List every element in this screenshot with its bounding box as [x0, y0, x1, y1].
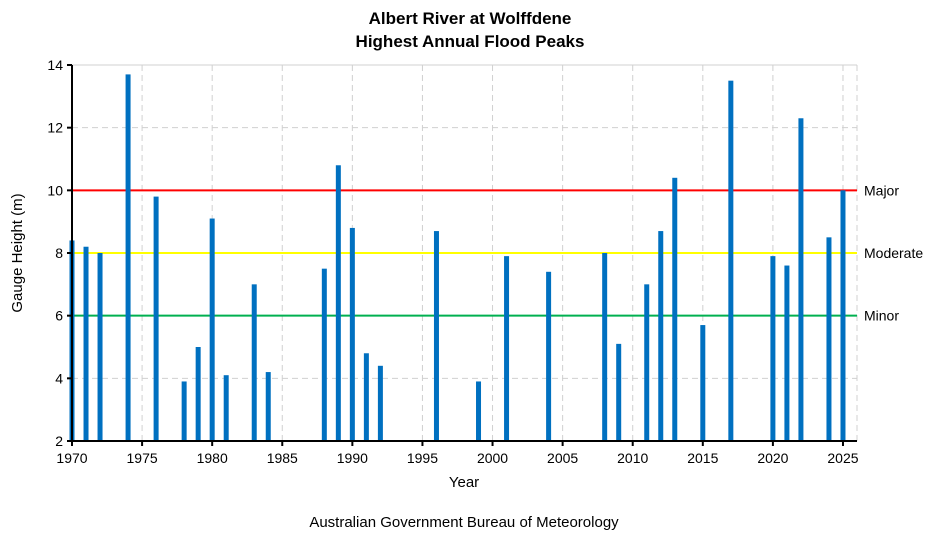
bar-1978: [181, 381, 187, 441]
y-tick-label: 14: [47, 57, 63, 73]
bar-1984: [265, 372, 271, 441]
bar-1979: [195, 347, 201, 441]
x-tick-label: 2015: [687, 450, 718, 466]
y-axis-label: Gauge Height (m): [9, 193, 26, 312]
bar-1981: [223, 375, 229, 441]
x-tick-label: 2020: [757, 450, 788, 466]
footer-source: Australian Government Bureau of Meteorol…: [309, 514, 619, 531]
chart-title-line2: Highest Annual Flood Peaks: [356, 32, 585, 51]
x-tick-label: 1990: [337, 450, 368, 466]
y-tick-label: 2: [55, 433, 63, 449]
x-tick-label: 2025: [827, 450, 858, 466]
bar-2022: [798, 118, 804, 442]
x-tick-label: 1985: [267, 450, 298, 466]
bar-2021: [784, 265, 790, 441]
bar-2015: [700, 325, 706, 441]
bar-2020: [770, 256, 776, 441]
bar-1992: [377, 365, 383, 441]
bar-1988: [321, 268, 327, 441]
y-tick-label: 12: [47, 120, 63, 136]
bar-1989: [335, 165, 341, 441]
bar-2025: [840, 190, 846, 441]
threshold-label-major: Major: [864, 182, 899, 198]
bar-1991: [363, 353, 369, 441]
x-tick-label: 1970: [56, 450, 87, 466]
bar-1974: [125, 74, 131, 442]
chart-title-line1: Albert River at Wolffdene: [369, 9, 572, 28]
y-tick-label: 10: [47, 182, 63, 198]
bar-2013: [672, 177, 678, 442]
threshold-label-moderate: Moderate: [864, 245, 923, 261]
bar-2012: [658, 231, 664, 441]
x-tick-label: 1995: [407, 450, 438, 466]
y-tick-label: 6: [55, 308, 63, 324]
y-tick-label: 4: [55, 370, 63, 386]
bar-1976: [153, 196, 159, 441]
bar-1983: [251, 284, 257, 441]
bar-2001: [504, 256, 510, 441]
bar-1996: [433, 231, 439, 441]
bar-2024: [826, 237, 832, 441]
y-tick-label: 8: [55, 245, 63, 261]
bar-1999: [476, 381, 482, 441]
x-tick-label: 2000: [477, 450, 508, 466]
x-tick-label: 2010: [617, 450, 648, 466]
bar-1972: [97, 253, 103, 441]
threshold-label-minor: Minor: [864, 308, 899, 324]
bar-2017: [728, 80, 734, 442]
x-tick-label: 1975: [127, 450, 158, 466]
bar-2009: [616, 343, 622, 441]
x-axis-label: Year: [449, 474, 479, 491]
bar-1990: [349, 227, 355, 441]
x-tick-label: 1980: [197, 450, 228, 466]
bar-2004: [546, 271, 552, 441]
x-tick-label: 2005: [547, 450, 578, 466]
bar-2011: [644, 284, 650, 441]
bar-1971: [83, 246, 89, 441]
bar-2008: [602, 253, 608, 441]
bar-1980: [209, 218, 215, 441]
